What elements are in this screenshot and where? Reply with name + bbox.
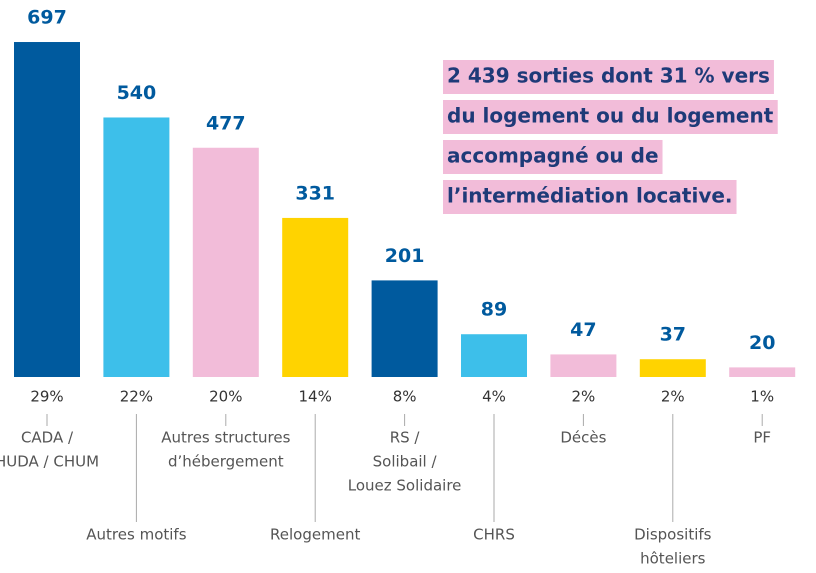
value-label: 201 xyxy=(385,245,425,267)
annotation-text: 2 439 sorties dont 31 % vers xyxy=(447,64,770,88)
value-label: 47 xyxy=(570,319,596,341)
annotation: 2 439 sorties dont 31 % vers du logement … xyxy=(443,60,778,214)
bar xyxy=(192,147,259,377)
x-tick-label: Décès xyxy=(560,429,606,447)
annotation-highlight xyxy=(443,180,737,214)
share-label: 14% xyxy=(299,388,332,406)
share-label: 29% xyxy=(30,388,63,406)
annotation-highlight xyxy=(443,60,774,94)
annotation-text: accompagné ou de xyxy=(447,144,659,168)
share-label: 20% xyxy=(209,388,242,406)
x-tick-label: d’hébergement xyxy=(168,453,284,471)
bar xyxy=(639,359,706,377)
value-label: 331 xyxy=(295,182,335,204)
x-tick-label: Autres structures xyxy=(161,429,290,447)
value-label: 20 xyxy=(749,332,775,354)
share-label: 1% xyxy=(750,388,774,406)
x-tick-label: Solibail / xyxy=(373,453,438,471)
value-label: 37 xyxy=(660,324,686,346)
annotation-text: du logement ou du logement xyxy=(447,104,774,128)
x-tick-label: CADA / xyxy=(21,429,74,447)
share-label: 22% xyxy=(120,388,153,406)
annotation-highlight xyxy=(443,140,663,174)
share-label: 8% xyxy=(393,388,417,406)
bar xyxy=(550,354,617,377)
bar xyxy=(729,367,796,377)
value-label: 697 xyxy=(27,7,67,29)
bar xyxy=(282,217,349,377)
share-label: 2% xyxy=(661,388,685,406)
share-label: 2% xyxy=(572,388,596,406)
x-tick-label: Louez Solidaire xyxy=(348,477,462,495)
value-label: 477 xyxy=(206,112,246,134)
x-tick-label: HUDA / CHUM xyxy=(0,453,99,471)
value-label: 540 xyxy=(117,82,157,104)
x-tick-label: Dispositifs xyxy=(634,526,712,544)
bar xyxy=(103,117,170,377)
x-tick-label: Autres motifs xyxy=(86,526,186,544)
x-tick-label: hôteliers xyxy=(640,550,706,568)
x-tick-label: RS / xyxy=(390,429,421,447)
x-tick-label: CHRS xyxy=(473,526,515,544)
bar xyxy=(371,280,438,377)
annotation-text: l’intermédiation locative. xyxy=(447,184,733,208)
bar xyxy=(14,42,80,378)
bar xyxy=(461,334,527,377)
x-tick-label: PF xyxy=(753,429,771,447)
share-label: 4% xyxy=(482,388,506,406)
x-tick-label: Relogement xyxy=(270,526,360,544)
annotation-highlight xyxy=(443,100,778,134)
value-label: 89 xyxy=(481,299,507,321)
